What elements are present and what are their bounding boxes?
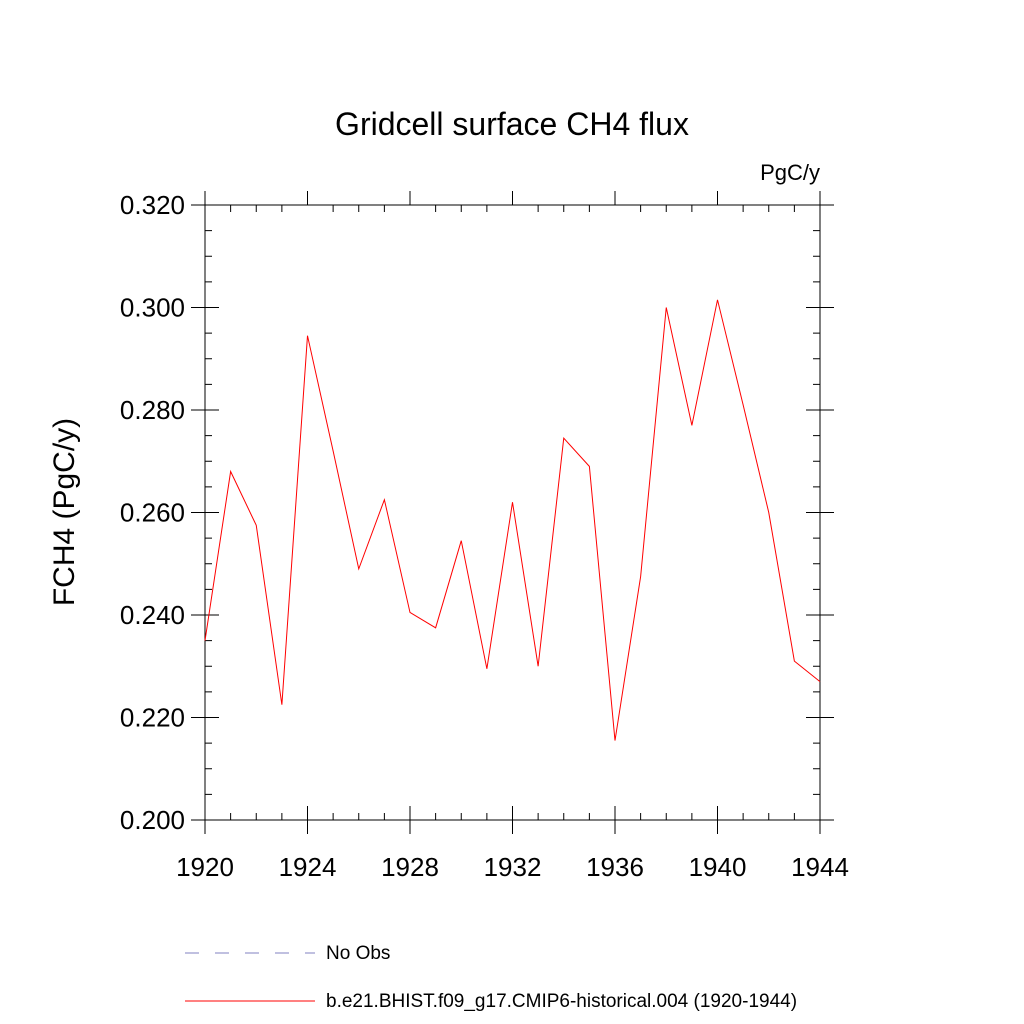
series-line-historical [204, 299, 821, 741]
y-tick-label: 0.300 [120, 293, 185, 323]
y-tick-label: 0.280 [120, 395, 185, 425]
y-tick-label: 0.260 [120, 498, 185, 528]
x-tick-label: 1920 [176, 852, 234, 882]
legend-label-historical: b.e21.BHIST.f09_g17.CMIP6-historical.004… [326, 991, 797, 1012]
y-tick-label: 0.220 [120, 703, 185, 733]
y-tick-label: 0.240 [120, 600, 185, 630]
x-tick-label: 1932 [484, 852, 542, 882]
y-tick-label: 0.200 [120, 805, 185, 835]
x-tick-label: 1936 [586, 852, 644, 882]
y-tick-label: 0.320 [120, 190, 185, 220]
y-tick-labels: 0.200 0.220 0.240 0.260 0.280 0.300 0.320 [120, 190, 185, 835]
plot-frame [204, 204, 821, 821]
x-tick-label: 1924 [279, 852, 337, 882]
y-axis-label: FCH4 (PgC/y) [48, 418, 81, 606]
x-tick-label: 1944 [791, 852, 849, 882]
series-layer [204, 299, 821, 741]
legend: No Obs b.e21.BHIST.f09_g17.CMIP6-histori… [185, 943, 797, 1012]
legend-label-no-obs: No Obs [326, 943, 390, 964]
chart-title: Gridcell surface CH4 flux [335, 106, 689, 142]
units-label: PgC/y [760, 160, 820, 185]
x-tick-label: 1928 [381, 852, 439, 882]
axis-ticks [191, 191, 834, 834]
x-tick-labels: 1920 1924 1928 1932 1936 1940 1944 [176, 852, 849, 882]
x-tick-label: 1940 [689, 852, 747, 882]
